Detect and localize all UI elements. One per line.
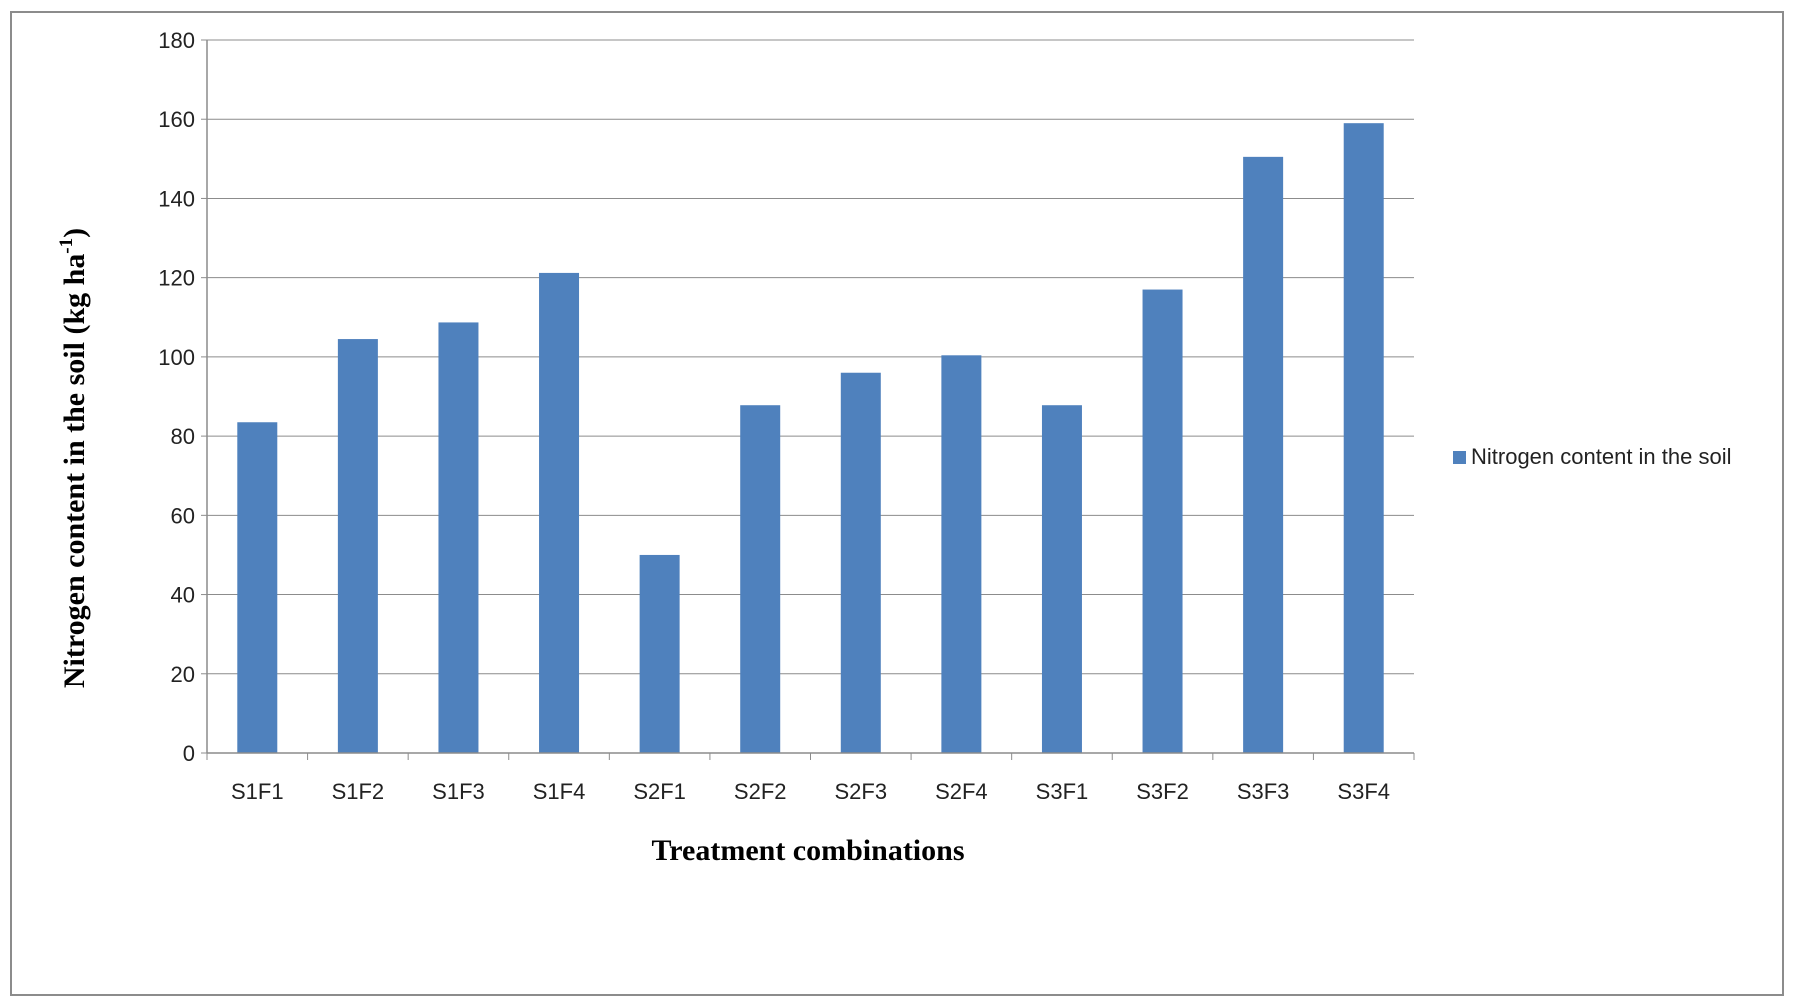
gridlines	[201, 39, 1414, 754]
x-tick-label: S3F4	[1337, 779, 1390, 804]
legend-swatch	[1453, 451, 1466, 464]
legend: Nitrogen content in the soil	[1453, 444, 1732, 469]
bar-s2f1	[639, 554, 680, 753]
y-tick-label: 160	[158, 107, 195, 132]
x-tick-label: S3F2	[1136, 779, 1189, 804]
x-axis-title: Treatment combinations	[651, 834, 964, 867]
x-tick-label: S1F2	[332, 779, 385, 804]
x-tick-label: S3F1	[1036, 779, 1089, 804]
y-tick-label: 120	[158, 266, 195, 291]
axes	[206, 40, 1415, 760]
bars	[237, 123, 1384, 753]
x-tick-label: S1F3	[432, 779, 485, 804]
y-tick-label: 20	[171, 662, 195, 687]
bar-s2f2	[740, 405, 781, 753]
bar-s1f2	[337, 339, 378, 753]
y-axis-title-close: )	[58, 228, 91, 238]
bar-s1f3	[438, 322, 479, 753]
bar-s3f2	[1142, 289, 1183, 753]
x-tick-label: S1F4	[533, 779, 586, 804]
y-tick-label: 100	[158, 345, 195, 370]
y-axis-title: Nitrogen content in the soil (kg ha-1)	[56, 228, 91, 688]
y-tick-label: 40	[171, 583, 195, 608]
x-tick-label: S2F3	[834, 779, 887, 804]
bar-s1f1	[237, 422, 278, 753]
chart-frame: 0 20 40 60 80 100 120 140 160 180 S1F1 S1F2 S1F3 S1F…	[10, 11, 1784, 996]
x-tick-label: S3F3	[1237, 779, 1290, 804]
y-axis-title-text: Nitrogen content in the soil (kg ha	[58, 254, 91, 688]
y-tick-label: 0	[183, 741, 195, 766]
y-tick-label: 180	[158, 28, 195, 53]
y-tick-label: 140	[158, 186, 195, 211]
bar-s1f4	[539, 272, 580, 753]
bar-s3f4	[1343, 123, 1384, 753]
x-tick-label: S2F1	[633, 779, 686, 804]
y-axis-title-superscript: -1	[56, 238, 77, 254]
bar-s3f3	[1243, 156, 1284, 753]
x-tick-labels: S1F1 S1F2 S1F3 S1F4 S2F1 S2F2 S2F3 S2F4 S3F1 S3F2…	[231, 779, 1390, 804]
bar-s2f4	[941, 355, 982, 753]
legend-label: Nitrogen content in the soil	[1471, 444, 1732, 469]
x-tick-label: S1F1	[231, 779, 284, 804]
bar-s2f3	[840, 372, 881, 753]
x-tick-label: S2F4	[935, 779, 988, 804]
y-tick-label: 80	[171, 424, 195, 449]
y-tick-labels: 0 20 40 60 80 100 120 140 160 180	[158, 28, 195, 766]
x-tick-label: S2F2	[734, 779, 787, 804]
y-tick-label: 60	[171, 503, 195, 528]
bar-s3f1	[1041, 405, 1082, 753]
